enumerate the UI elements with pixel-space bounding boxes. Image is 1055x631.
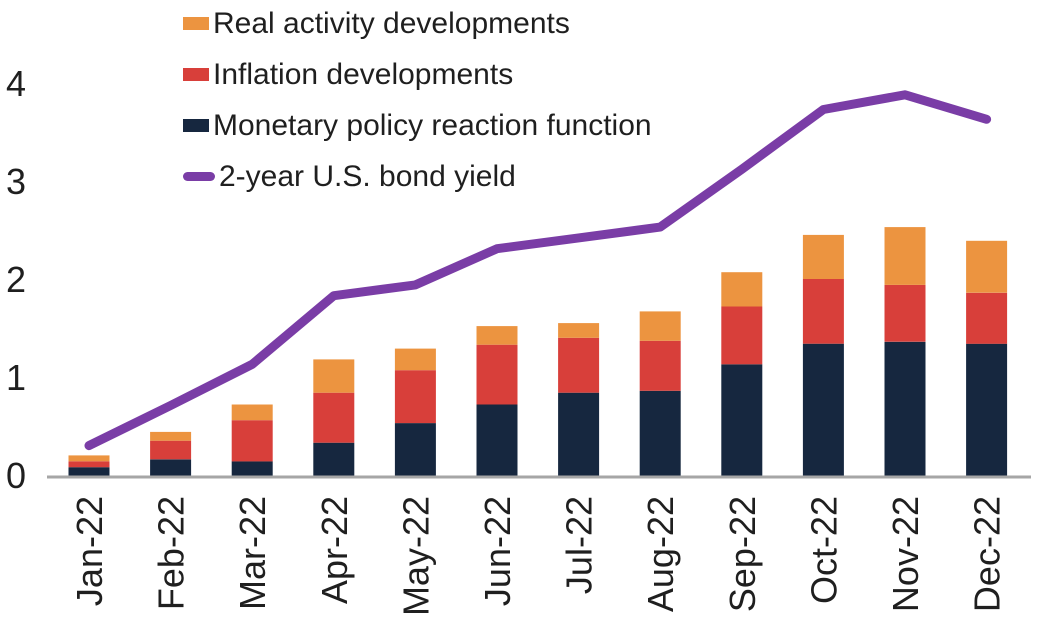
bar-segment	[966, 292, 1008, 344]
x-tick-label: Oct-22	[803, 496, 844, 604]
real-activity-swatch-icon	[183, 17, 209, 30]
y-tick-label: 1	[6, 357, 26, 398]
bar-segment	[884, 227, 926, 285]
x-tick-label: May-22	[395, 496, 436, 616]
bar-segment	[966, 343, 1008, 477]
bar-segment	[68, 467, 110, 477]
bar-segment	[802, 234, 844, 279]
x-tick-label: Feb-22	[151, 496, 192, 610]
bar-segment	[558, 337, 600, 393]
bar-segment	[884, 341, 926, 477]
bar-segment	[476, 326, 518, 345]
bar-segment	[639, 340, 681, 391]
x-tick-label: Dec-22	[967, 496, 1008, 612]
x-tick-label: Jan-22	[69, 496, 110, 606]
bar-segment	[884, 284, 926, 342]
bar-segment	[313, 442, 355, 477]
legend-label-monetary-policy: Monetary policy reaction function	[213, 108, 652, 142]
bar-segment	[558, 392, 600, 477]
y-tick-label: 0	[6, 455, 26, 496]
bar-segment	[802, 279, 844, 344]
bar-segment	[721, 364, 763, 477]
bar-segment	[966, 240, 1008, 293]
x-tick-label: Mar-22	[232, 496, 273, 610]
bar-segment	[150, 431, 192, 441]
x-tick-label: Jul-22	[559, 496, 600, 594]
bar-segment	[721, 306, 763, 365]
x-tick-label: Nov-22	[885, 496, 926, 612]
bar-segment	[313, 392, 355, 443]
bar-segment	[313, 359, 355, 393]
bar-segment	[231, 420, 273, 462]
bar-segment	[802, 343, 844, 477]
bar-segment	[150, 459, 192, 477]
legend-item-monetary-policy: Monetary policy reaction function	[183, 100, 652, 151]
y-tick-label: 3	[6, 161, 26, 202]
bar-segment	[68, 461, 110, 468]
x-tick-label: Apr-22	[314, 496, 355, 604]
bar-segment	[721, 272, 763, 307]
bar-segment	[558, 323, 600, 338]
monetary-policy-swatch-icon	[183, 119, 209, 132]
bar-segment	[476, 404, 518, 477]
legend-item-bond-yield: 2-year U.S. bond yield	[183, 151, 652, 202]
bar-segment	[476, 344, 518, 405]
inflation-swatch-icon	[183, 68, 209, 81]
bar-segment	[639, 390, 681, 477]
x-tick-label: Sep-22	[722, 496, 763, 612]
x-tick-label: Jun-22	[477, 496, 518, 606]
bar-segment	[150, 440, 192, 460]
legend-item-inflation: Inflation developments	[183, 49, 652, 100]
bond-yield-line	[84, 90, 992, 451]
bond-yield-line-swatch-icon	[183, 172, 215, 181]
bar-segment	[231, 404, 273, 421]
y-tick-label: 2	[6, 259, 26, 300]
bar-segment	[394, 370, 436, 424]
x-tick-label: Aug-22	[640, 496, 681, 612]
legend: Real activity developments Inflation dev…	[183, 0, 652, 202]
bar-segment	[231, 461, 273, 477]
bar-segment	[394, 423, 436, 477]
y-tick-label: 4	[6, 63, 26, 104]
bar-segment	[394, 348, 436, 371]
legend-item-real-activity: Real activity developments	[183, 0, 652, 49]
legend-label-inflation: Inflation developments	[213, 57, 514, 91]
legend-label-real-activity: Real activity developments	[213, 6, 570, 40]
legend-label-bond-yield: 2-year U.S. bond yield	[219, 159, 516, 193]
bar-segment	[68, 455, 110, 462]
bar-segment	[639, 311, 681, 341]
